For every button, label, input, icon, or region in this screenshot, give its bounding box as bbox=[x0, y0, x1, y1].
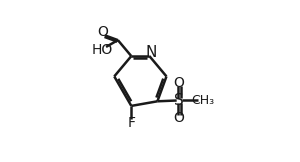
Text: HO: HO bbox=[92, 43, 113, 57]
Text: O: O bbox=[174, 111, 184, 125]
Text: F: F bbox=[127, 116, 135, 130]
Text: O: O bbox=[98, 25, 109, 39]
Text: S: S bbox=[174, 93, 184, 108]
Text: N: N bbox=[145, 45, 156, 60]
Text: CH₃: CH₃ bbox=[191, 94, 214, 107]
Text: O: O bbox=[174, 76, 184, 90]
